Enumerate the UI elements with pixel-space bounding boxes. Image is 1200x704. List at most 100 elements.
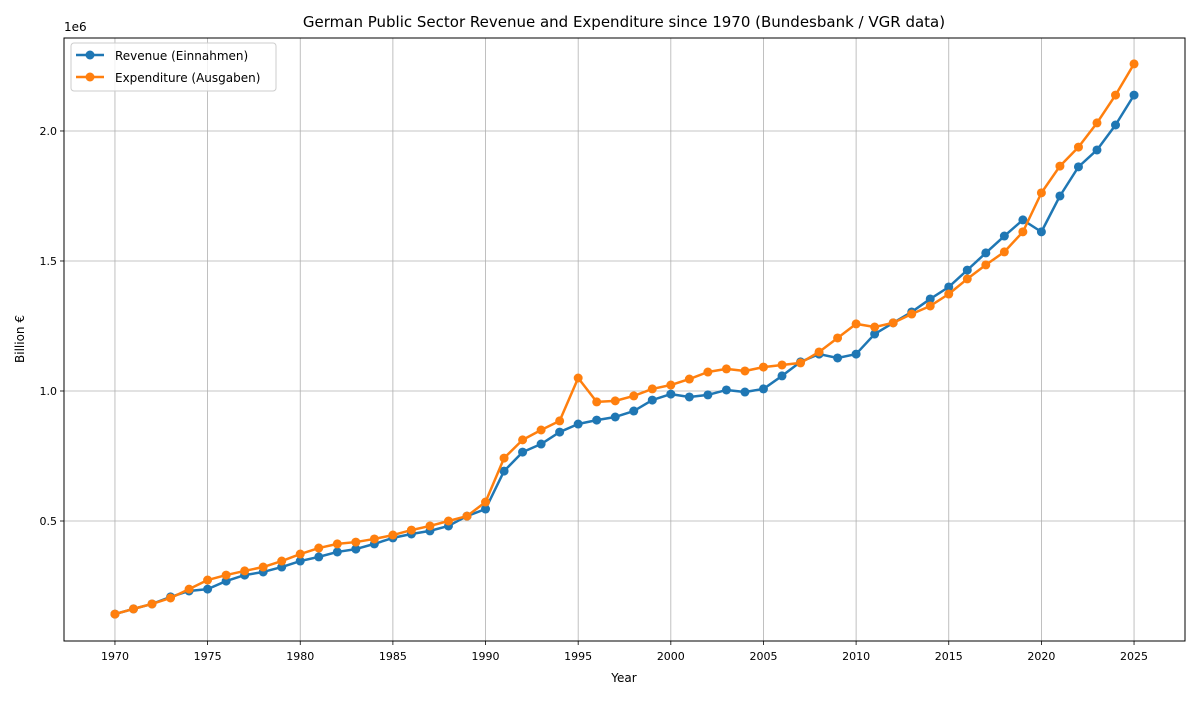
data-point-revenue xyxy=(981,248,991,258)
data-point-expenditure xyxy=(666,380,676,390)
data-point-expenditure xyxy=(573,373,583,383)
x-tick-label: 2020 xyxy=(1027,650,1055,663)
data-point-expenditure xyxy=(851,319,861,329)
data-point-expenditure xyxy=(203,575,213,585)
data-point-revenue xyxy=(555,427,565,437)
data-point-expenditure xyxy=(740,366,750,376)
x-axis-label: Year xyxy=(610,671,636,685)
data-point-revenue xyxy=(1018,215,1028,225)
data-point-revenue xyxy=(499,466,509,476)
data-point-expenditure xyxy=(166,593,176,603)
data-point-expenditure xyxy=(1073,142,1083,152)
data-point-expenditure xyxy=(647,384,657,394)
data-point-expenditure xyxy=(481,497,491,507)
data-point-revenue xyxy=(518,447,528,457)
data-point-revenue xyxy=(1129,90,1139,100)
data-point-revenue xyxy=(684,392,694,402)
x-tick-label: 2025 xyxy=(1120,650,1148,663)
data-point-expenditure xyxy=(944,289,954,299)
legend-label-expenditure: Expenditure (Ausgaben) xyxy=(115,71,260,85)
data-point-expenditure xyxy=(499,453,509,463)
data-point-expenditure xyxy=(295,549,305,559)
data-point-revenue xyxy=(721,385,731,395)
data-point-revenue xyxy=(629,406,639,416)
data-point-revenue xyxy=(999,231,1009,241)
data-point-revenue xyxy=(925,294,935,304)
x-tick-label: 2015 xyxy=(935,650,963,663)
y-tick-label: 1.5 xyxy=(40,255,58,268)
data-point-expenditure xyxy=(1092,118,1102,128)
data-point-revenue xyxy=(1073,162,1083,172)
data-point-expenditure xyxy=(1055,161,1065,171)
data-point-revenue xyxy=(870,329,880,339)
data-point-expenditure xyxy=(870,322,880,332)
data-point-expenditure xyxy=(277,556,287,566)
data-point-expenditure xyxy=(981,260,991,270)
data-point-expenditure xyxy=(147,599,157,609)
x-tick-label: 1980 xyxy=(286,650,314,663)
data-point-revenue xyxy=(592,415,602,425)
series-line-revenue xyxy=(114,94,1136,616)
data-point-expenditure xyxy=(388,530,398,540)
data-point-revenue xyxy=(777,371,787,381)
data-point-revenue xyxy=(1036,227,1046,237)
data-point-expenditure xyxy=(610,396,620,406)
data-point-revenue xyxy=(740,387,750,397)
data-point-expenditure xyxy=(258,562,268,572)
y-tick-label: 2.0 xyxy=(40,125,58,138)
legend-item-revenue: Revenue (Einnahmen) xyxy=(76,49,248,63)
data-point-revenue xyxy=(647,395,657,405)
data-point-expenditure xyxy=(999,247,1009,257)
data-point-expenditure xyxy=(443,516,453,526)
data-point-revenue xyxy=(851,349,861,359)
legend: Revenue (Einnahmen) Expenditure (Ausgabe… xyxy=(70,42,277,92)
data-point-revenue xyxy=(610,412,620,422)
data-point-revenue xyxy=(295,556,305,566)
grid-layer xyxy=(64,38,1185,641)
data-point-expenditure xyxy=(925,301,935,311)
data-point-expenditure xyxy=(518,435,528,445)
data-point-expenditure xyxy=(1111,90,1121,100)
data-point-revenue xyxy=(351,544,361,554)
data-point-revenue xyxy=(703,390,713,400)
x-tick-label: 1990 xyxy=(472,650,500,663)
legend-item-expenditure: Expenditure (Ausgaben) xyxy=(76,71,260,85)
chart-title: German Public Sector Revenue and Expendi… xyxy=(303,13,945,31)
data-point-expenditure xyxy=(907,309,917,319)
data-point-expenditure xyxy=(184,584,194,594)
data-point-expenditure xyxy=(962,274,972,284)
data-point-expenditure xyxy=(833,333,843,343)
data-point-revenue xyxy=(536,439,546,449)
x-tick-label: 1970 xyxy=(101,650,129,663)
data-point-revenue xyxy=(666,389,676,399)
data-point-revenue xyxy=(481,504,491,514)
data-point-revenue xyxy=(1092,145,1102,155)
legend-marker-revenue xyxy=(85,50,95,60)
y-tick-label: 1.0 xyxy=(40,385,58,398)
data-point-expenditure xyxy=(1036,188,1046,198)
data-point-expenditure xyxy=(758,362,768,372)
data-point-expenditure xyxy=(314,543,324,553)
data-point-revenue xyxy=(203,584,213,594)
data-point-revenue xyxy=(944,282,954,292)
data-point-expenditure xyxy=(777,360,787,370)
data-point-expenditure xyxy=(684,374,694,384)
data-point-expenditure xyxy=(128,604,138,614)
data-point-expenditure xyxy=(1129,59,1139,69)
data-point-expenditure xyxy=(721,364,731,374)
data-point-expenditure xyxy=(536,425,546,435)
plot-frame xyxy=(63,37,1186,642)
x-tick-label: 2010 xyxy=(842,650,870,663)
data-point-revenue xyxy=(314,552,324,562)
data-point-expenditure xyxy=(629,391,639,401)
data-point-expenditure xyxy=(369,534,379,544)
x-tick-label: 2005 xyxy=(749,650,777,663)
series-revenue xyxy=(110,90,1139,619)
x-tick-label: 1985 xyxy=(379,650,407,663)
data-point-expenditure xyxy=(555,416,565,426)
data-point-expenditure xyxy=(240,566,250,576)
data-point-revenue xyxy=(1111,120,1121,130)
data-point-expenditure xyxy=(221,570,231,580)
x-tick-label: 1995 xyxy=(564,650,592,663)
